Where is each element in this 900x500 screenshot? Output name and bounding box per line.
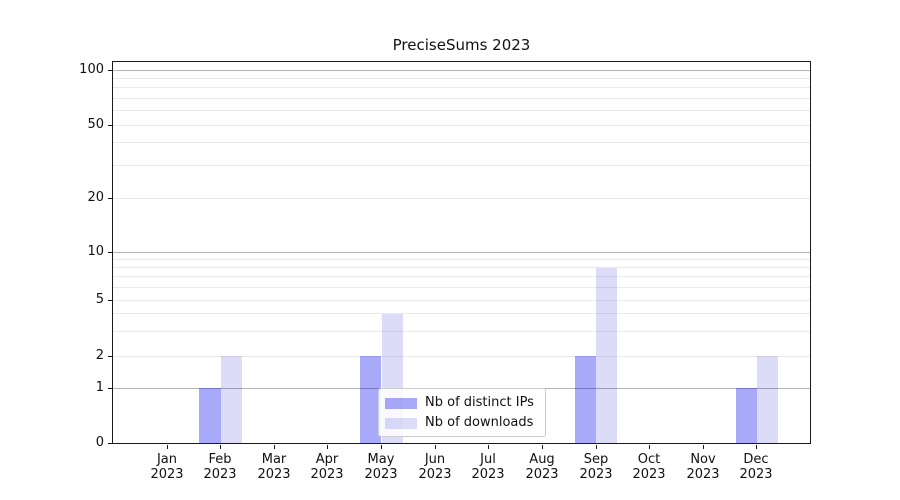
- y-tick: [108, 356, 112, 357]
- x-tick: [327, 445, 328, 449]
- y-gridline-minor: [113, 110, 810, 111]
- y-tick-label: 0: [95, 435, 104, 450]
- y-tick: [108, 70, 112, 71]
- x-tick: [542, 445, 543, 449]
- x-tick: [381, 445, 382, 449]
- y-gridline-minor: [113, 313, 810, 314]
- y-tick-label: 5: [95, 292, 104, 307]
- bar-distinct-ips: [735, 388, 757, 444]
- x-tick-label: Jun 2023: [418, 452, 452, 482]
- x-tick-label: Oct 2023: [632, 452, 666, 482]
- bar-distinct-ips: [360, 356, 382, 444]
- chart-title: PreciseSums 2023: [392, 36, 531, 54]
- y-gridline-minor: [113, 78, 810, 79]
- y-tick-label: 2: [95, 348, 104, 363]
- x-tick-label: Feb 2023: [203, 452, 237, 482]
- y-gridline-minor: [113, 331, 810, 332]
- x-tick-label: Apr 2023: [310, 452, 344, 482]
- x-tick-label: Jan 2023: [150, 452, 184, 482]
- x-tick: [596, 445, 597, 449]
- legend-item-downloads: Nb of downloads: [385, 413, 545, 433]
- y-tick: [108, 443, 112, 444]
- y-gridline-minor: [113, 267, 810, 268]
- y-tick: [108, 198, 112, 199]
- y-tick: [108, 252, 112, 253]
- y-gridline-minor: [113, 287, 810, 288]
- y-tick: [108, 125, 112, 126]
- x-tick-label: Dec 2023: [739, 452, 773, 482]
- y-gridline-minor: [113, 198, 810, 199]
- legend: Nb of distinct IPs Nb of downloads: [378, 388, 546, 437]
- y-tick-label: 10: [87, 244, 104, 259]
- y-gridline-minor: [113, 165, 810, 166]
- x-tick-label: Mar 2023: [257, 452, 291, 482]
- y-tick: [108, 388, 112, 389]
- y-gridline-minor: [113, 125, 810, 126]
- x-tick-label: Nov 2023: [686, 452, 720, 482]
- bar-distinct-ips: [199, 388, 221, 444]
- x-tick: [167, 445, 168, 449]
- y-gridline-minor: [113, 142, 810, 143]
- y-gridline-minor: [113, 259, 810, 260]
- bar-downloads: [757, 356, 779, 444]
- x-tick-label: May 2023: [364, 452, 398, 482]
- legend-item-distinct-ips: Nb of distinct IPs: [385, 393, 545, 413]
- bar-downloads: [220, 356, 242, 444]
- y-gridline-major: [113, 252, 810, 253]
- x-tick: [435, 445, 436, 449]
- bar-downloads: [596, 267, 618, 444]
- y-gridline-minor: [113, 300, 810, 301]
- x-tick: [649, 445, 650, 449]
- y-gridline-minor: [113, 87, 810, 88]
- x-tick-label: Sep 2023: [579, 452, 613, 482]
- y-gridline-minor: [113, 356, 810, 357]
- y-tick: [108, 300, 112, 301]
- legend-swatch-downloads: [385, 417, 417, 429]
- x-tick: [703, 445, 704, 449]
- y-tick-label: 1: [95, 380, 104, 395]
- y-gridline-major: [113, 70, 810, 71]
- legend-label: Nb of distinct IPs: [425, 395, 534, 410]
- x-tick: [220, 445, 221, 449]
- legend-swatch-distinct-ips: [385, 397, 417, 409]
- x-tick-label: Aug 2023: [525, 452, 559, 482]
- y-tick-label: 50: [87, 117, 104, 132]
- bar-distinct-ips: [574, 356, 597, 444]
- x-tick-label: Jul 2023: [471, 452, 505, 482]
- x-tick: [274, 445, 275, 449]
- y-tick-label: 20: [87, 190, 104, 205]
- y-gridline-minor: [113, 98, 810, 99]
- x-tick: [756, 445, 757, 449]
- legend-label: Nb of downloads: [425, 415, 534, 430]
- y-gridline-minor: [113, 276, 810, 277]
- y-tick-label: 100: [79, 62, 104, 77]
- x-tick: [488, 445, 489, 449]
